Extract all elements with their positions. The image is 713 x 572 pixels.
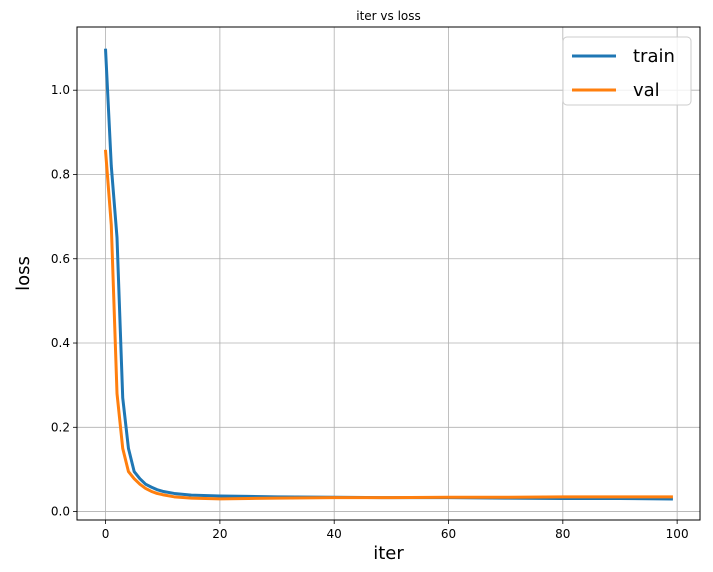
x-tick-label: 100: [666, 527, 689, 541]
y-tick-label: 0.8: [51, 167, 70, 181]
series-line-train: [104, 48, 673, 501]
chart-title: iter vs loss: [356, 9, 421, 23]
legend-label-train: train: [633, 46, 675, 67]
series-layer: [103, 48, 673, 501]
legend-label-val: val: [633, 80, 660, 101]
x-tick-label: 20: [212, 527, 227, 541]
x-axis-ticks: 0 20 40 60 80 100: [102, 520, 689, 541]
y-tick-label: 1.0: [51, 83, 70, 97]
y-tick-label: 0.2: [51, 420, 70, 434]
y-tick-label: 0.4: [51, 336, 70, 350]
x-axis-label: iter: [373, 543, 404, 564]
x-tick-label: 0: [102, 527, 110, 541]
y-axis-label: loss: [13, 256, 34, 291]
x-tick-label: 60: [441, 527, 456, 541]
x-tick-label: 40: [327, 527, 342, 541]
legend-box: [562, 36, 692, 106]
series-line-val: [103, 149, 673, 501]
x-tick-label: 80: [555, 527, 570, 541]
y-tick-label: 0.6: [51, 252, 70, 266]
y-tick-label: 0.0: [51, 505, 70, 519]
legend: train val: [562, 36, 692, 106]
plot-frame: [76, 26, 701, 521]
grid: [77, 27, 700, 520]
y-axis-ticks: 0.0 0.2 0.4 0.6 0.8 1.0: [51, 83, 77, 519]
